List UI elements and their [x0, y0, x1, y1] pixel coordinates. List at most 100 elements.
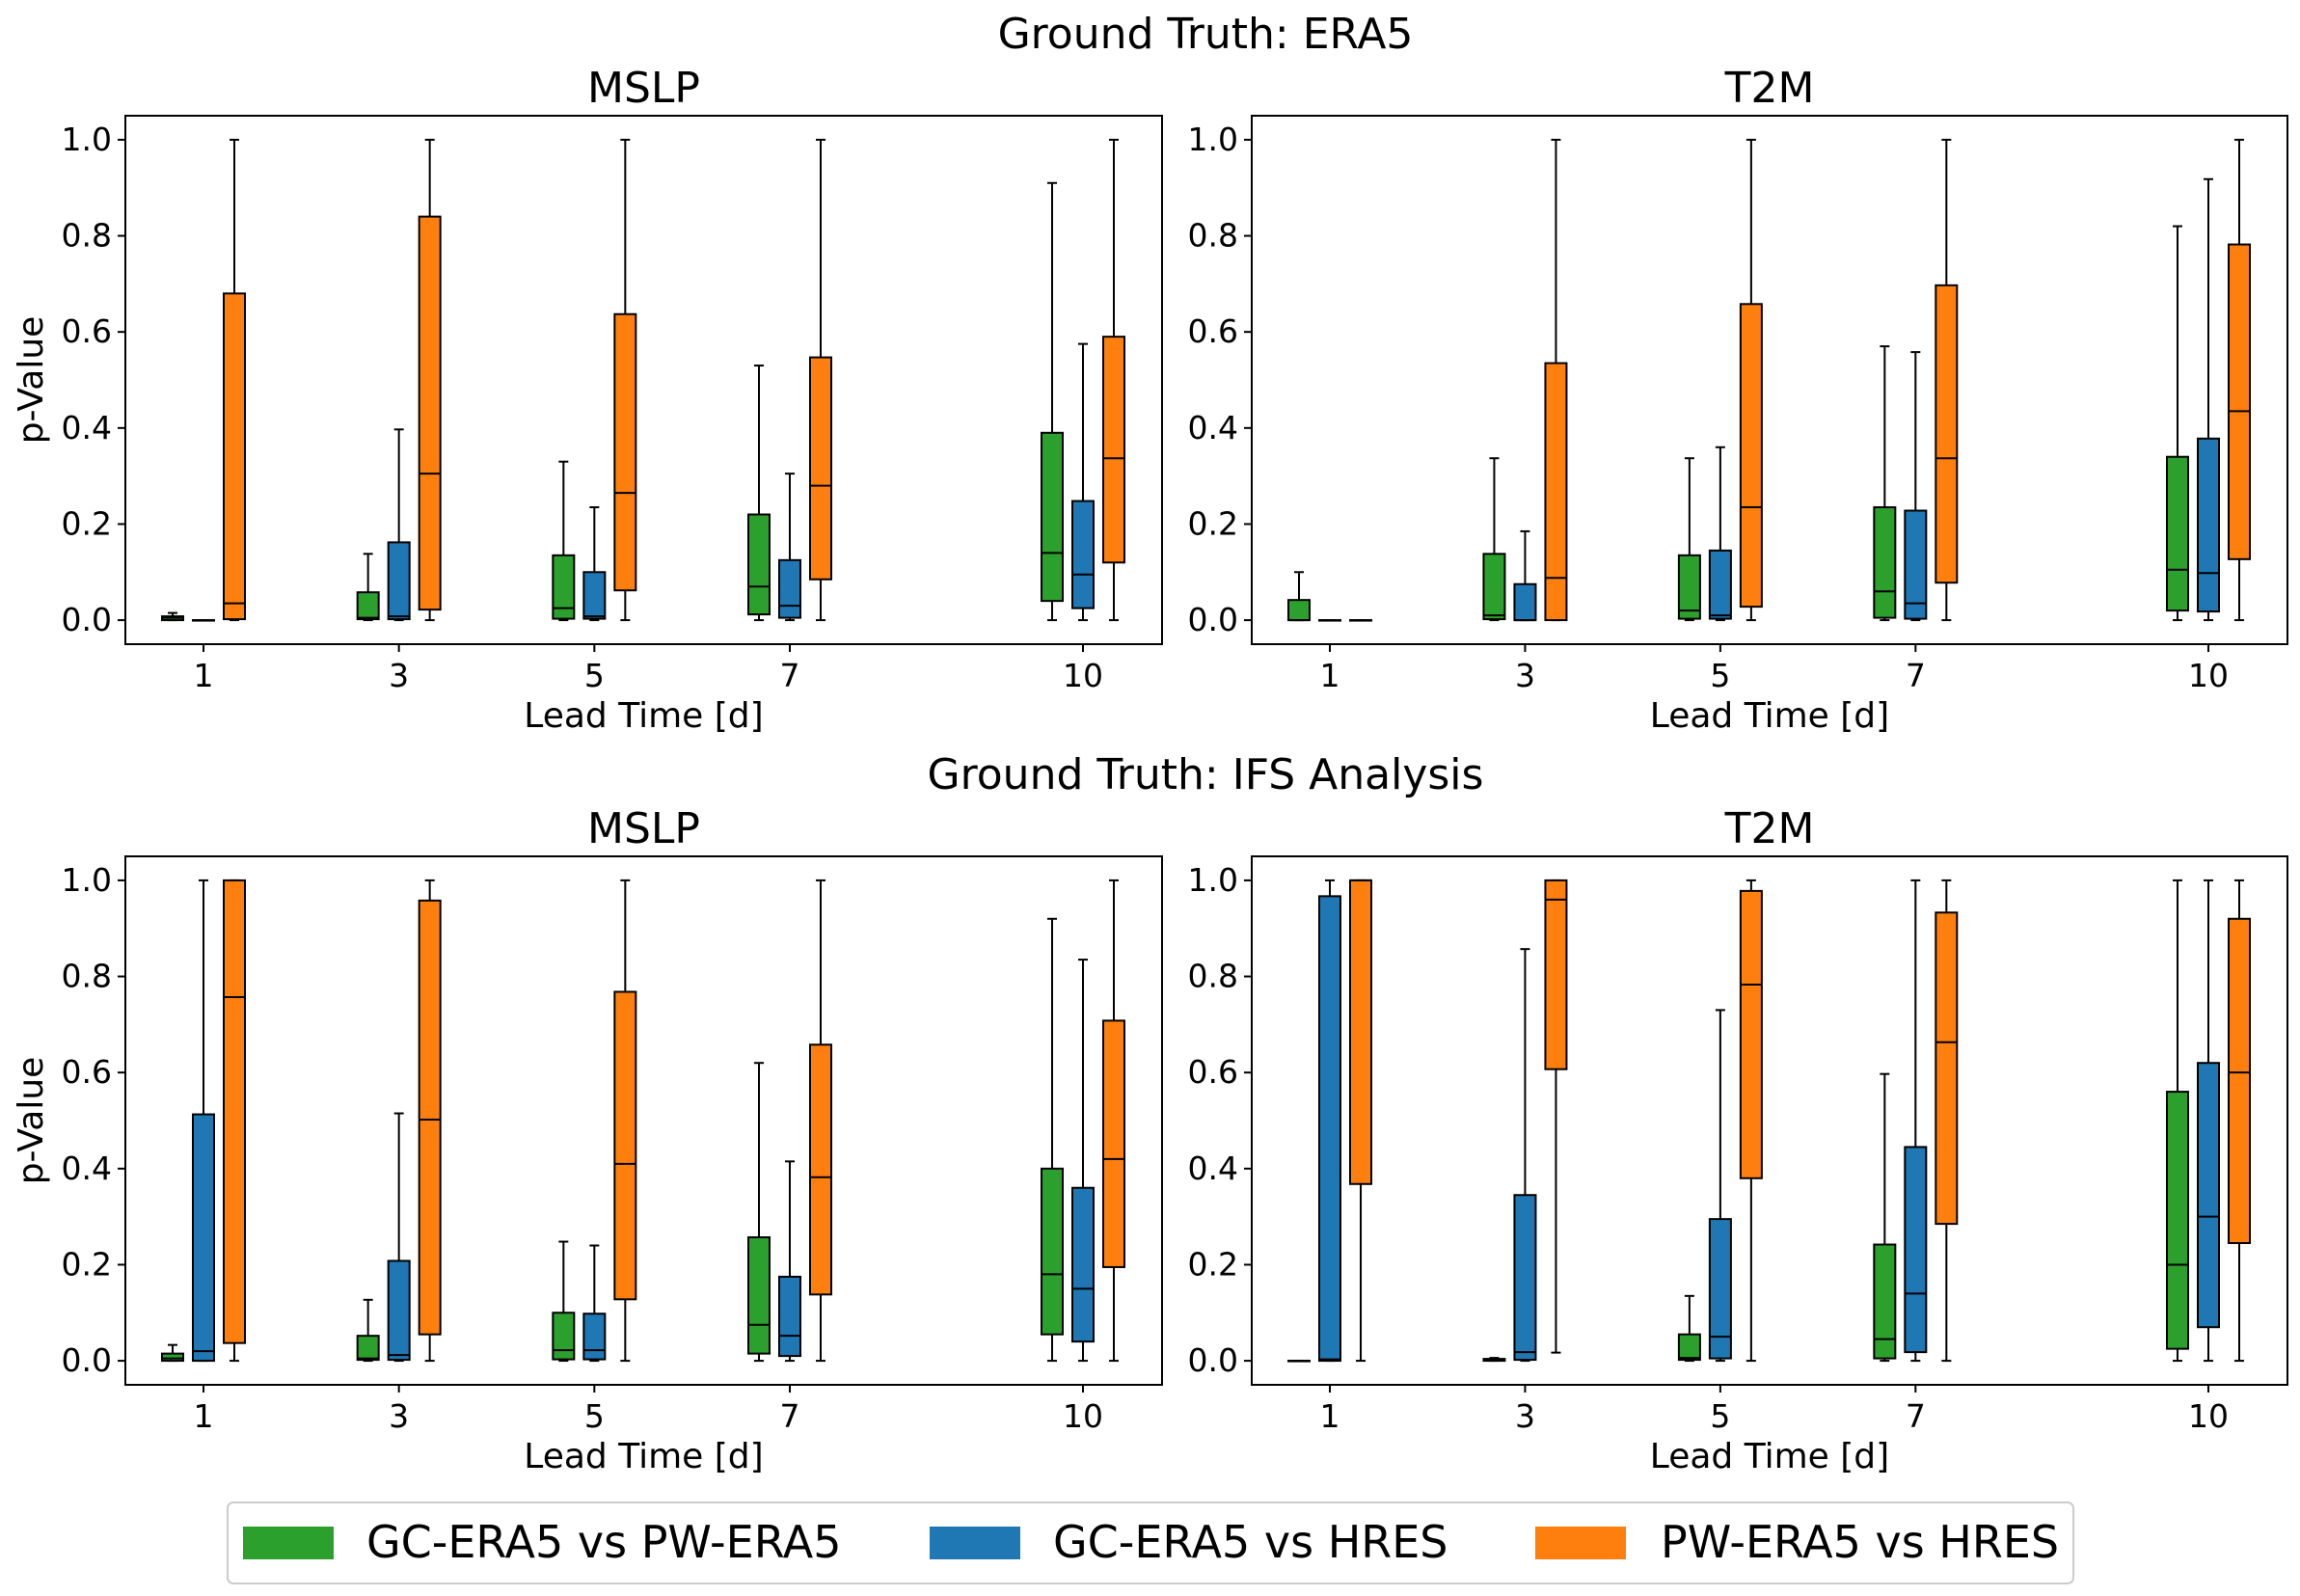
box-body — [809, 356, 832, 581]
x-tick-label: 3 — [389, 657, 409, 694]
box-gc-era5-vs-pw-era5-5 — [1677, 1294, 1701, 1363]
box-body — [1739, 889, 1763, 1179]
box-gc-era5-vs-hres-1 — [1318, 619, 1341, 622]
box-body — [223, 292, 246, 621]
legend-label-gc-pw: GC-ERA5 vs PW-ERA5 — [366, 1516, 842, 1568]
y-tick-label: 0.4 — [62, 1150, 112, 1187]
panel-title: MSLP — [587, 64, 700, 113]
box-pw-era5-vs-hres-7 — [1935, 138, 1959, 622]
box-pw-era5-vs-hres-7 — [809, 879, 832, 1363]
x-tick-label: 1 — [1320, 1397, 1340, 1435]
box-body — [552, 554, 576, 620]
y-tick-label: 1.0 — [1188, 121, 1238, 158]
box-body — [2197, 437, 2220, 613]
box-body — [1041, 431, 1064, 603]
box-pw-era5-vs-hres-7 — [1935, 879, 1959, 1363]
box-gc-era5-vs-hres-7 — [1904, 879, 1928, 1363]
box-body — [1544, 879, 1568, 1070]
box-pw-era5-vs-hres-1 — [1349, 619, 1372, 622]
box-gc-era5-vs-hres-5 — [1708, 446, 1732, 622]
box-gc-era5-vs-pw-era5-1 — [161, 611, 184, 622]
x-tick-label: 7 — [1906, 657, 1926, 694]
y-tick-label: 0.4 — [62, 409, 112, 446]
box-body — [582, 1312, 607, 1361]
x-tick-label: 10 — [1063, 657, 1103, 694]
box-body — [1071, 1186, 1095, 1343]
box-body — [778, 1275, 801, 1358]
box-body — [1287, 599, 1311, 622]
box-gc-era5-vs-pw-era5-5 — [552, 460, 576, 622]
box-gc-era5-vs-pw-era5-1 — [1287, 1360, 1311, 1363]
box-body — [582, 571, 607, 620]
box-body — [223, 879, 246, 1344]
box-body — [1873, 506, 1897, 619]
box-gc-era5-vs-hres-10 — [2197, 177, 2220, 622]
legend-swatch-gc-pw — [243, 1527, 334, 1559]
box-gc-era5-vs-hres-5 — [582, 506, 607, 622]
box-gc-era5-vs-hres-3 — [387, 428, 411, 622]
x-axis-label: Lead Time [d] — [1650, 696, 1889, 736]
box-gc-era5-vs-pw-era5-3 — [356, 1298, 380, 1363]
box-body — [387, 1259, 411, 1362]
y-tick-label: 0.4 — [1188, 1150, 1238, 1187]
box-body — [1708, 1218, 1732, 1360]
box-body — [1935, 284, 1959, 584]
box-gc-era5-vs-hres-7 — [778, 1160, 801, 1363]
box-body — [418, 899, 442, 1336]
box-body — [1513, 1194, 1537, 1362]
box-body — [2166, 1091, 2189, 1350]
box-body — [1102, 1019, 1125, 1268]
box-body — [552, 1312, 576, 1361]
box-gc-era5-vs-pw-era5-5 — [552, 1240, 576, 1363]
y-tick-label: 1.0 — [1188, 861, 1238, 899]
box-body — [1482, 553, 1506, 621]
y-tick-label: 0.0 — [1188, 601, 1238, 638]
x-tick-label: 1 — [1320, 657, 1340, 694]
x-tick-label: 1 — [194, 1397, 214, 1435]
box-body — [613, 990, 637, 1301]
box-gc-era5-vs-pw-era5-3 — [1482, 457, 1506, 622]
box-body — [161, 1352, 184, 1363]
x-tick-label: 10 — [2188, 1397, 2229, 1435]
box-gc-era5-vs-hres-7 — [778, 473, 801, 622]
box-body — [613, 312, 637, 592]
box-gc-era5-vs-hres-10 — [2197, 879, 2220, 1363]
y-tick-label: 0.0 — [62, 1341, 112, 1379]
box-gc-era5-vs-pw-era5-3 — [1482, 1357, 1506, 1363]
box-gc-era5-vs-pw-era5-5 — [1677, 457, 1701, 622]
y-tick-label: 0.6 — [62, 1053, 112, 1091]
box-gc-era5-vs-pw-era5-1 — [161, 1343, 184, 1363]
box-body — [356, 1335, 380, 1362]
axes-frame — [124, 115, 1163, 645]
y-tick-label: 0.2 — [62, 504, 112, 542]
y-tick-label: 1.0 — [62, 861, 112, 899]
box-gc-era5-vs-pw-era5-10 — [1041, 917, 1064, 1363]
box-gc-era5-vs-pw-era5-10 — [1041, 181, 1064, 622]
x-tick-label: 10 — [2188, 657, 2229, 694]
x-tick-label: 5 — [584, 657, 605, 694]
panel-title: T2M — [1724, 64, 1815, 113]
box-gc-era5-vs-pw-era5-7 — [1873, 1072, 1897, 1363]
box-gc-era5-vs-hres-5 — [1708, 1009, 1732, 1363]
box-body — [1935, 911, 1959, 1226]
x-tick-label: 1 — [194, 657, 214, 694]
x-tick-label: 3 — [389, 1397, 409, 1435]
x-tick-label: 3 — [1515, 657, 1535, 694]
y-tick-label: 0.2 — [62, 1245, 112, 1283]
box-pw-era5-vs-hres-3 — [418, 879, 442, 1363]
box-body — [1318, 895, 1341, 1363]
legend-swatch-pw-hres — [1535, 1527, 1626, 1559]
y-tick-label: 0.2 — [1188, 504, 1238, 542]
box-gc-era5-vs-hres-3 — [1513, 948, 1537, 1363]
box-pw-era5-vs-hres-3 — [1544, 879, 1568, 1354]
box-pw-era5-vs-hres-3 — [418, 138, 442, 622]
box-body — [747, 1236, 771, 1355]
box-body — [1677, 554, 1701, 620]
box-body — [1708, 549, 1732, 620]
suptitle-ifs: Ground Truth: IFS Analysis — [928, 750, 1484, 799]
box-body — [356, 591, 380, 621]
box-pw-era5-vs-hres-5 — [613, 879, 637, 1363]
panel-title: T2M — [1724, 804, 1815, 853]
x-tick-label: 7 — [1906, 1397, 1926, 1435]
x-tick-label: 5 — [584, 1397, 605, 1435]
